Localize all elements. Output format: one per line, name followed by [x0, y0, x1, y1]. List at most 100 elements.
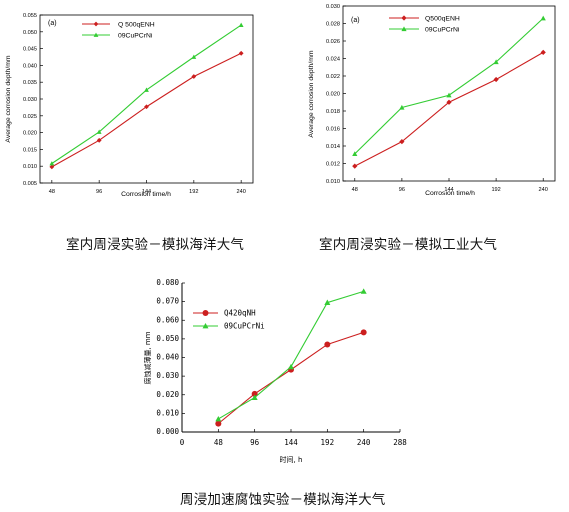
y-tick-label: 0.024 — [326, 57, 340, 63]
y-tick-label: 0.020 — [326, 92, 340, 98]
data-point-series-1 — [96, 129, 102, 134]
x-axis-label: 时间, h — [280, 455, 303, 464]
caption-industrial: 室内周浸实验－模拟工业大气 — [319, 237, 498, 253]
x-tick-label: 192 — [189, 189, 198, 195]
y-axis-label: Average corrosion depth/mm — [308, 50, 315, 137]
y-tick-label: 0.060 — [156, 315, 179, 324]
data-point-series-0 — [49, 164, 55, 170]
y-tick-label: 0.030 — [23, 97, 37, 103]
y-tick-label: 0.070 — [156, 297, 179, 306]
legend-marker — [202, 323, 209, 329]
x-tick-label: 48 — [49, 189, 55, 195]
data-point-series-1 — [215, 415, 222, 422]
data-point-series-1 — [251, 394, 258, 400]
legend-marker — [202, 310, 209, 316]
data-point-series-0 — [96, 137, 102, 143]
legend-label: 09CuPCrNi — [425, 27, 460, 34]
x-tick-label: 48 — [352, 187, 358, 193]
data-point-series-1 — [191, 54, 197, 59]
data-point-series-0 — [324, 341, 331, 348]
data-point-series-0 — [251, 390, 258, 397]
y-tick-label: 0.014 — [326, 144, 340, 150]
legend-marker — [93, 32, 99, 37]
y-tick-label: 0.016 — [326, 127, 340, 133]
data-point-series-1 — [493, 59, 499, 65]
x-tick-label: 240 — [539, 187, 548, 193]
x-axis-label: Corrosion time/h — [121, 191, 171, 198]
y-tick-label: 0.012 — [326, 162, 340, 168]
x-tick-label: 48 — [214, 438, 224, 447]
data-point-series-0 — [493, 76, 499, 83]
data-point-series-1 — [144, 87, 149, 92]
x-tick-label: 192 — [491, 187, 500, 193]
y-tick-label: 0.030 — [156, 371, 179, 380]
y-tick-label: 0.040 — [23, 63, 37, 69]
x-tick-label: 96 — [399, 187, 405, 193]
y-tick-label: 0.022 — [326, 74, 340, 80]
x-tick-label: 144 — [444, 187, 453, 193]
legend-label: 09CuPCrNi — [118, 33, 153, 40]
legend-label: Q500qENH — [425, 16, 460, 23]
y-tick-label: 0.025 — [23, 114, 37, 120]
x-tick-label: 192 — [321, 438, 335, 447]
x-tick-label: 96 — [96, 189, 102, 195]
data-point-series-1 — [399, 104, 405, 110]
x-tick-label: 144 — [142, 189, 151, 195]
data-point-series-0 — [352, 163, 358, 169]
data-point-series-1 — [49, 161, 55, 166]
y-tick-label: 0.026 — [326, 39, 340, 45]
y-tick-label: 0.005 — [23, 181, 37, 187]
data-point-series-0 — [399, 139, 405, 145]
y-axis-label: Average corrosion depth/mm — [5, 55, 12, 142]
legend-label: Q420qNH — [224, 309, 256, 318]
legend-marker — [401, 15, 407, 21]
y-tick-label: 0.018 — [326, 109, 340, 115]
y-tick-label: 0.010 — [326, 179, 340, 185]
y-tick-label: 0.010 — [156, 408, 179, 417]
caption-marine: 室内周浸实验－模拟海洋大气 — [66, 237, 245, 253]
y-tick-label: 0.050 — [23, 30, 37, 36]
legend-marker — [93, 21, 99, 27]
data-point-series-1 — [324, 299, 331, 305]
y-tick-label: 0.028 — [326, 22, 340, 28]
caption-accelerated: 周浸加速腐蚀实验－模拟海洋大气 — [180, 492, 386, 508]
data-point-series-1 — [352, 151, 358, 156]
series-line-0 — [217, 331, 364, 425]
data-point-series-0 — [360, 329, 367, 336]
x-tick-label: 0 — [180, 438, 185, 447]
panel-tag: (a) — [48, 20, 57, 27]
x-tick-label: 96 — [250, 438, 260, 447]
y-tick-label: 0.020 — [156, 390, 179, 399]
data-point-series-0 — [144, 104, 149, 110]
legend-marker — [401, 26, 407, 32]
x-tick-label: 240 — [236, 189, 245, 195]
x-tick-label: 144 — [284, 438, 298, 447]
data-point-series-0 — [238, 50, 244, 56]
data-point-series-0 — [215, 420, 222, 427]
y-tick-label: 0.045 — [23, 47, 37, 53]
y-tick-label: 0.015 — [23, 147, 37, 153]
data-point-series-0 — [446, 99, 452, 105]
y-tick-label: 0.030 — [326, 4, 340, 10]
y-tick-label: 0.010 — [23, 164, 37, 170]
y-tick-label: 0.035 — [23, 80, 37, 86]
data-point-series-0 — [191, 74, 197, 79]
x-axis-label: Corrosion time/h — [425, 190, 475, 197]
y-tick-label: 0.000 — [156, 427, 179, 436]
x-tick-label: 240 — [357, 438, 371, 447]
y-tick-label: 0.020 — [23, 131, 37, 137]
x-tick-label: 288 — [393, 438, 407, 447]
legend-label: 09CuPCrNi — [224, 322, 265, 331]
panel-tag: (a) — [351, 17, 360, 24]
data-point-series-1 — [360, 288, 367, 294]
legend-label: Q 500qENH — [118, 22, 155, 29]
y-tick-label: 0.040 — [156, 353, 179, 362]
data-point-series-1 — [446, 92, 452, 98]
data-point-series-1 — [238, 22, 244, 27]
data-point-series-1 — [540, 15, 546, 21]
data-point-series-0 — [540, 49, 546, 55]
y-tick-label: 0.050 — [156, 334, 179, 343]
